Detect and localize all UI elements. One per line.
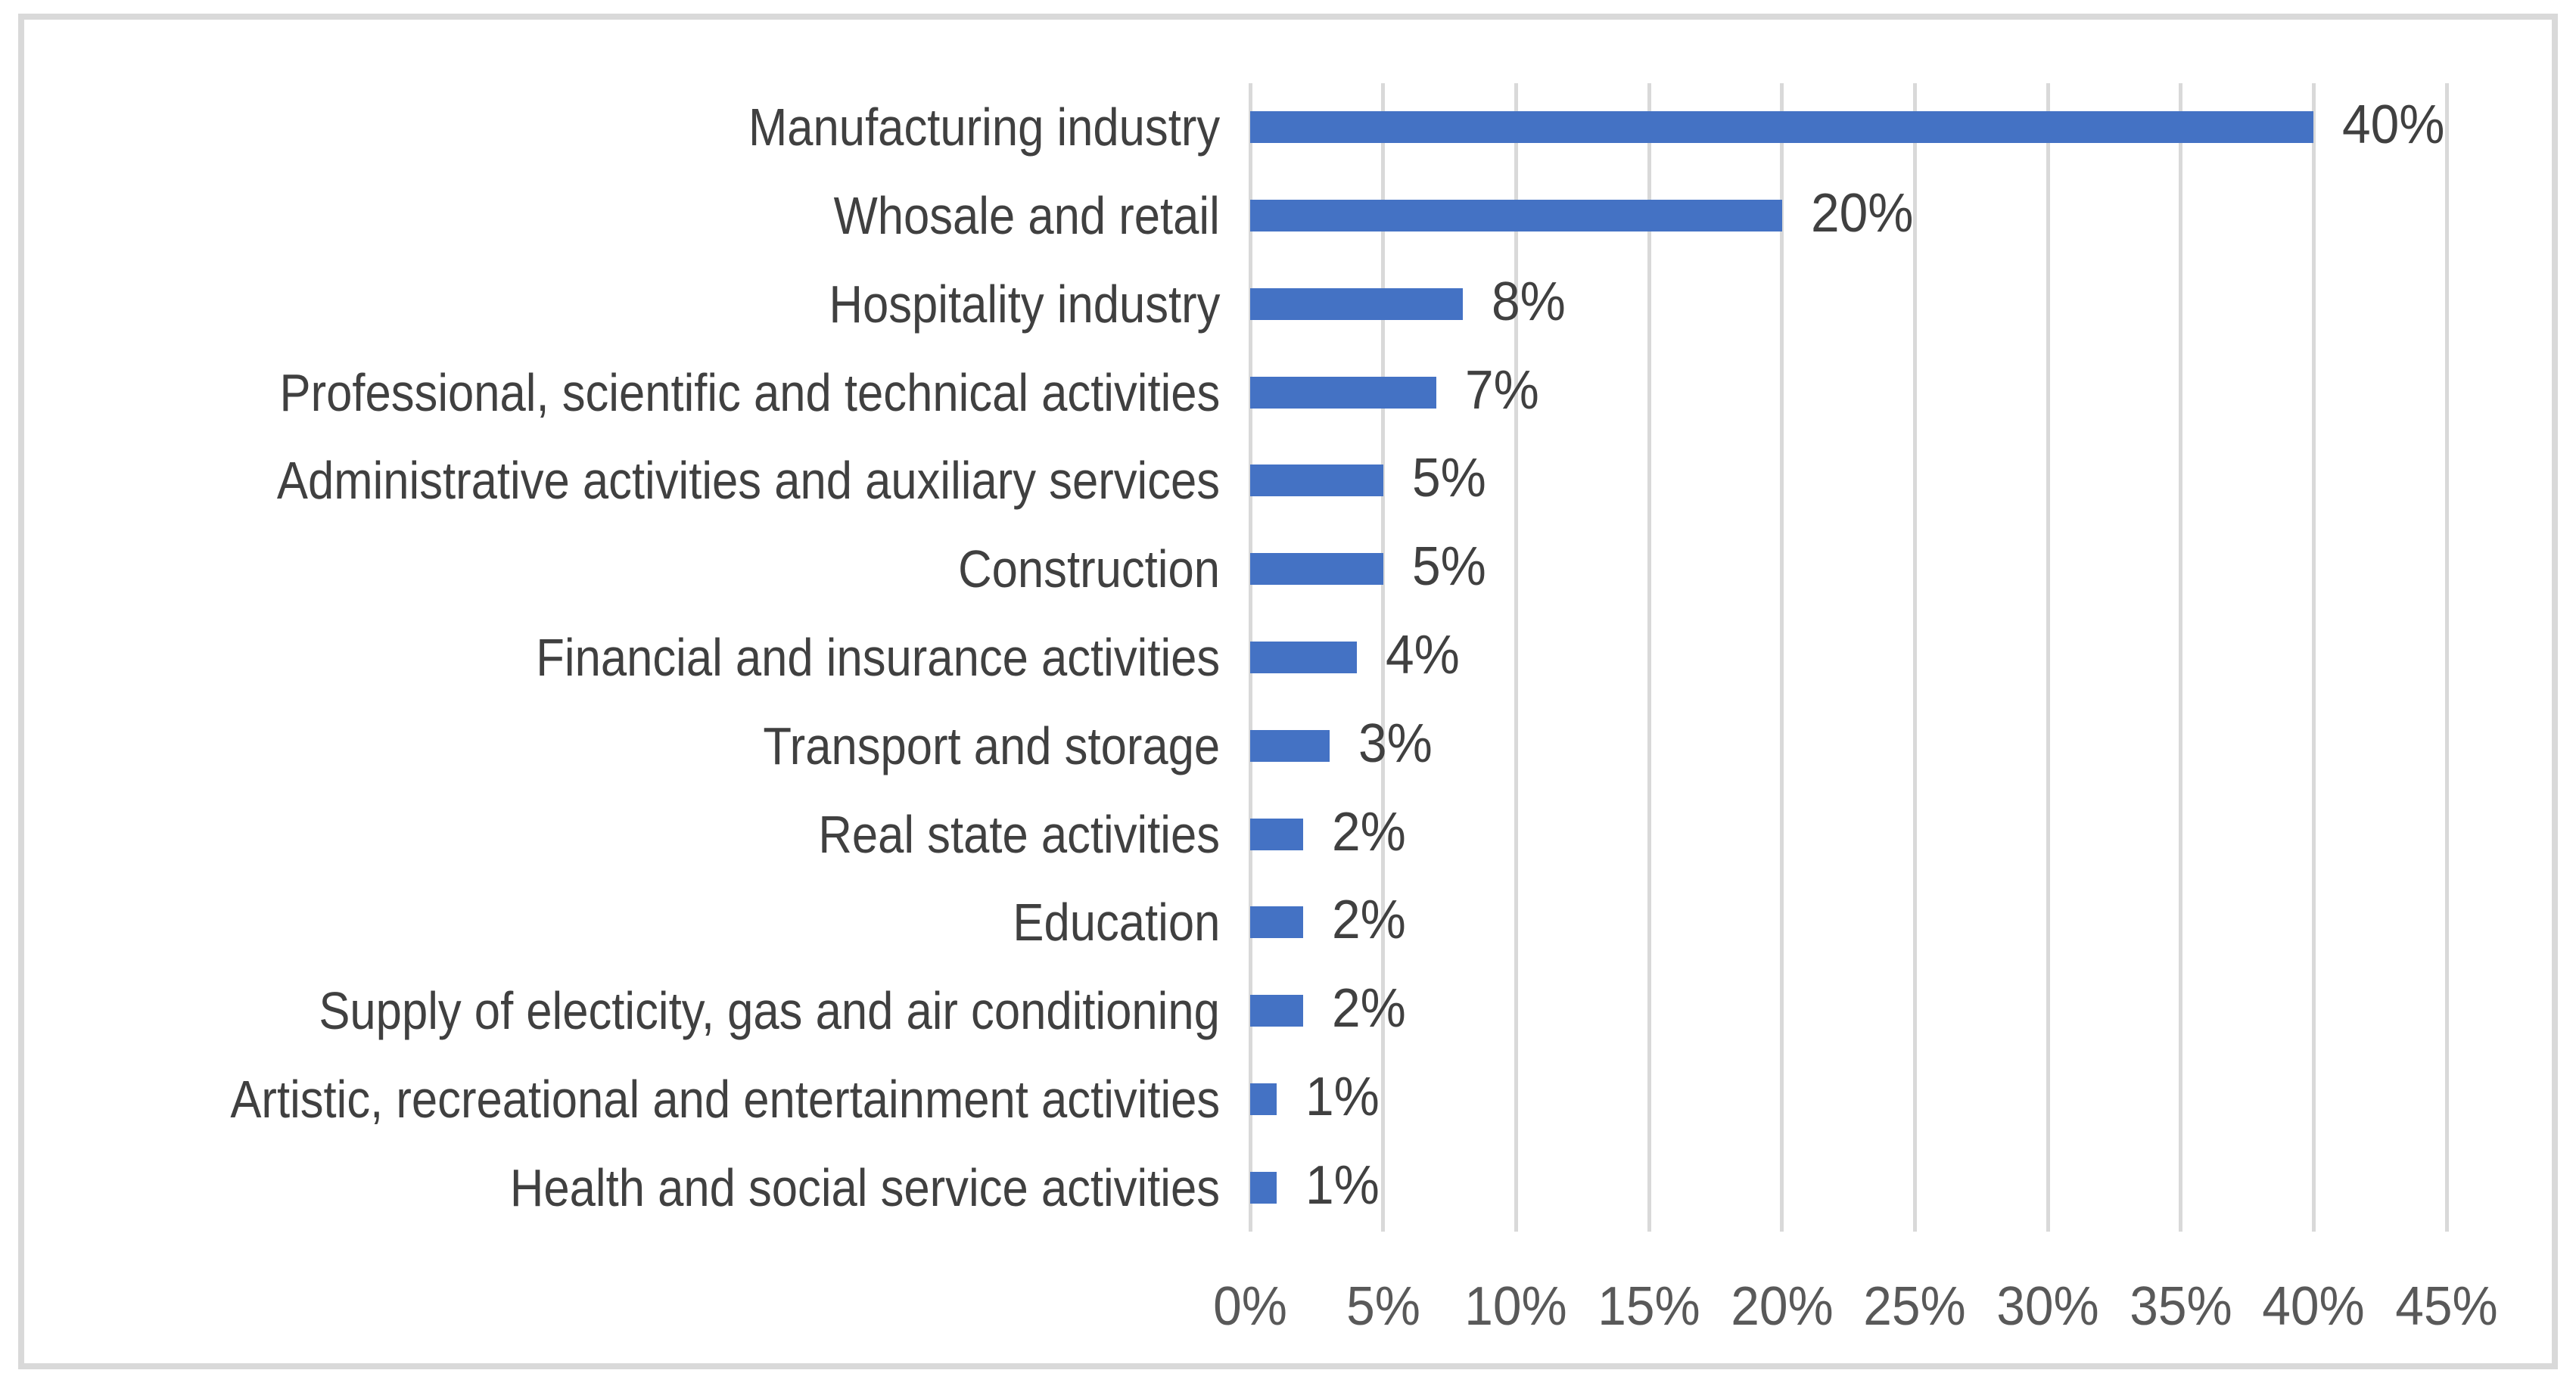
bar	[1250, 995, 1304, 1027]
category-label: Transport and storage	[763, 716, 1220, 775]
category-label: Real state activities	[818, 804, 1220, 864]
data-label: 1%	[1305, 1066, 1380, 1127]
category-row: Professional, scientific and technical a…	[30, 348, 1220, 437]
bar	[1250, 465, 1383, 497]
bar-row: 2%	[1250, 805, 2461, 859]
data-label: 7%	[1464, 359, 1539, 421]
gridline-10pct	[1514, 83, 1518, 1232]
x-axis-tick: 20%	[1730, 1276, 1834, 1337]
bar	[1250, 642, 1357, 673]
data-label: 40%	[2342, 95, 2445, 156]
category-row: Hospitality industry	[30, 260, 1220, 349]
bar-row: 7%	[1250, 363, 2461, 418]
x-axis-tick: 25%	[1863, 1276, 1967, 1337]
category-label: Supply of electicity, gas and air condit…	[319, 981, 1220, 1041]
gridline-25pct	[1912, 83, 1917, 1232]
bar	[1250, 111, 2314, 144]
category-row: Financial and insurance activities	[30, 614, 1220, 702]
x-axis: 0% 5% 10% 15% 20% 25% 30% 35% 40% 45%	[1213, 1272, 2498, 1341]
plot-area: 40% 20% 8% 7% 5% 5% 4% 3% 2% 2% 2% 1% 1%	[1248, 83, 2461, 1232]
x-axis-tick: 40%	[2262, 1276, 2366, 1337]
bar-row: 5%	[1250, 452, 2461, 506]
bar	[1250, 906, 1304, 939]
bar-row: 1%	[1250, 1158, 2461, 1213]
category-row: Whosale and retail	[30, 172, 1220, 260]
category-row: Real state activities	[30, 790, 1220, 878]
bar	[1250, 1171, 1277, 1204]
gridline-20pct	[1780, 83, 1784, 1232]
gridline-5pct	[1381, 83, 1386, 1232]
x-axis-tick: 15%	[1598, 1276, 1700, 1337]
category-label: Education	[1013, 893, 1220, 952]
bar	[1250, 287, 1464, 320]
x-axis-tick: 5%	[1346, 1276, 1420, 1337]
chart-frame	[18, 14, 2558, 1369]
bar-row: 1%	[1250, 1070, 2461, 1124]
category-row: Administrative activities and auxiliary …	[30, 437, 1220, 525]
data-label: 3%	[1358, 713, 1433, 774]
bar-row: 5%	[1250, 539, 2461, 594]
bar	[1250, 200, 1782, 232]
data-label: 8%	[1492, 272, 1566, 333]
gridline-40pct	[2311, 83, 2316, 1232]
bar	[1250, 553, 1383, 586]
bar-row: 40%	[1250, 98, 2461, 152]
category-label: Hospitality industry	[829, 274, 1220, 334]
category-label: Health and social service activities	[509, 1157, 1220, 1217]
category-label: Construction	[958, 539, 1220, 599]
gridline-30pct	[2046, 83, 2050, 1232]
category-label: Financial and insurance activities	[536, 627, 1220, 687]
category-row: Manufacturing industry	[30, 83, 1220, 172]
x-axis-tick: 30%	[1996, 1276, 2099, 1337]
bar-row: 8%	[1250, 275, 2461, 329]
gridline-45pct	[2444, 83, 2449, 1232]
data-label: 5%	[1411, 448, 1486, 509]
category-label: Artistic, recreational and entertainment…	[230, 1069, 1220, 1129]
bar-row: 20%	[1250, 186, 2461, 241]
category-label: Whosale and retail	[833, 186, 1220, 246]
category-label: Professional, scientific and technical a…	[279, 362, 1220, 422]
bar	[1250, 729, 1330, 762]
data-label: 20%	[1810, 183, 1914, 244]
bar-row: 2%	[1250, 893, 2461, 947]
data-label: 4%	[1385, 625, 1460, 686]
data-label: 2%	[1332, 890, 1407, 951]
category-labels-column: Manufacturing industry Whosale and retail…	[30, 83, 1220, 1232]
category-row: Supply of electicity, gas and air condit…	[30, 967, 1220, 1055]
bar-row: 2%	[1250, 981, 2461, 1036]
x-axis-tick: 0%	[1213, 1276, 1287, 1337]
x-axis-tick: 45%	[2395, 1276, 2498, 1337]
category-label: Administrative activities and auxiliary …	[276, 451, 1220, 511]
gridline-15pct	[1647, 83, 1651, 1232]
category-row: Education	[30, 878, 1220, 967]
category-row: Construction	[30, 525, 1220, 614]
category-row: Health and social service activities	[30, 1143, 1220, 1232]
bar-row: 3%	[1250, 716, 2461, 771]
bar	[1250, 1083, 1277, 1115]
bar	[1250, 376, 1436, 409]
category-label: Manufacturing industry	[748, 98, 1220, 157]
gridline-35pct	[2179, 83, 2183, 1232]
data-label: 2%	[1332, 801, 1407, 862]
category-row: Artistic, recreational and entertainment…	[30, 1055, 1220, 1143]
x-axis-tick: 35%	[2129, 1276, 2232, 1337]
data-label: 5%	[1411, 536, 1486, 598]
data-label: 1%	[1305, 1154, 1380, 1216]
category-row: Transport and storage	[30, 701, 1220, 790]
x-axis-tick: 10%	[1464, 1276, 1568, 1337]
bar	[1250, 818, 1304, 850]
data-label: 2%	[1332, 978, 1407, 1039]
bar-row: 4%	[1250, 628, 2461, 682]
